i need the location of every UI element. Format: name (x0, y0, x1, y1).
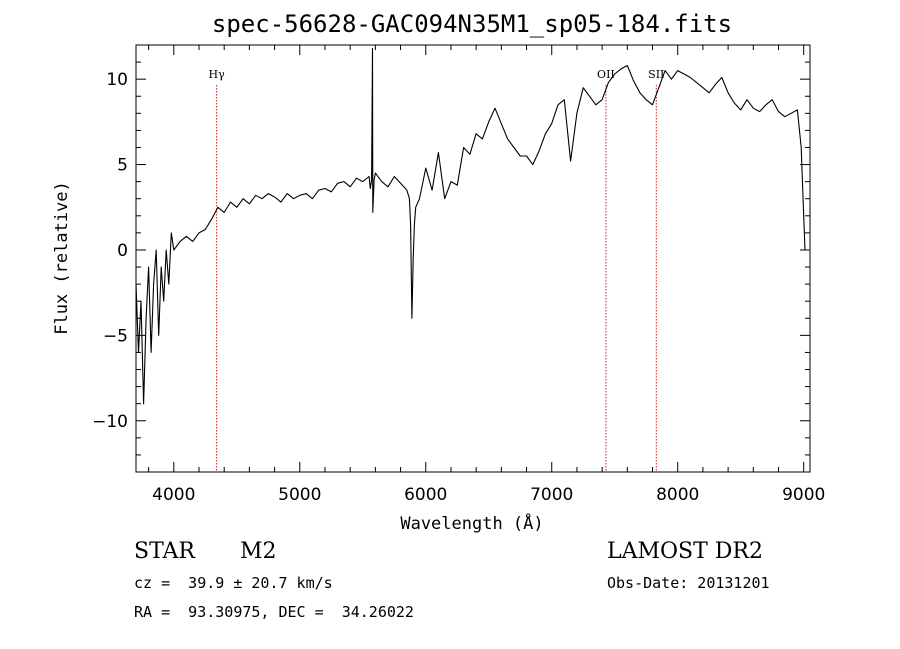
x-tick-label: 6000 (404, 485, 447, 505)
object-class: STAR (134, 539, 195, 564)
spectral-line-markers: Hγ OII SII (209, 68, 664, 472)
y-tick-label: 10 (106, 70, 128, 90)
y-axis-label: Flux (relative) (52, 181, 72, 335)
y-tick-label: −10 (92, 412, 128, 432)
x-tick-label: 4000 (152, 485, 195, 505)
x-tick-label: 7000 (530, 485, 573, 505)
x-tick-label: 8000 (656, 485, 699, 505)
y-tick-label: 0 (117, 241, 128, 261)
spectrum-series (135, 47, 806, 405)
plot-frame (135, 44, 811, 473)
y-tick-label: 5 (117, 156, 128, 176)
object-subclass: M2 (240, 539, 277, 564)
y-tick-labels: −10 −5 0 5 10 (92, 70, 128, 432)
observation-date: Obs-Date: 20131201 (607, 574, 770, 592)
y-tick-label: −5 (103, 326, 128, 346)
coordinates-text: RA = 93.30975, DEC = 34.26022 (134, 603, 414, 621)
x-axis-label: Wavelength (Å) (400, 512, 543, 534)
spectral-line-label: SII (648, 68, 664, 81)
redshift-text: cz = 39.9 ± 20.7 km/s (134, 574, 333, 592)
spectral-line-label: OII (597, 68, 615, 81)
survey-name: LAMOST DR2 (607, 539, 763, 564)
spectrum-line (135, 47, 806, 405)
x-tick-label: 5000 (278, 485, 321, 505)
chart-title: spec-56628-GAC094N35M1_sp05-184.fits (212, 10, 732, 38)
axis-ticks (136, 44, 810, 472)
x-tick-labels: 4000 5000 6000 7000 8000 9000 (152, 485, 825, 505)
spectral-line-label: Hγ (209, 68, 226, 81)
x-tick-label: 9000 (782, 485, 825, 505)
